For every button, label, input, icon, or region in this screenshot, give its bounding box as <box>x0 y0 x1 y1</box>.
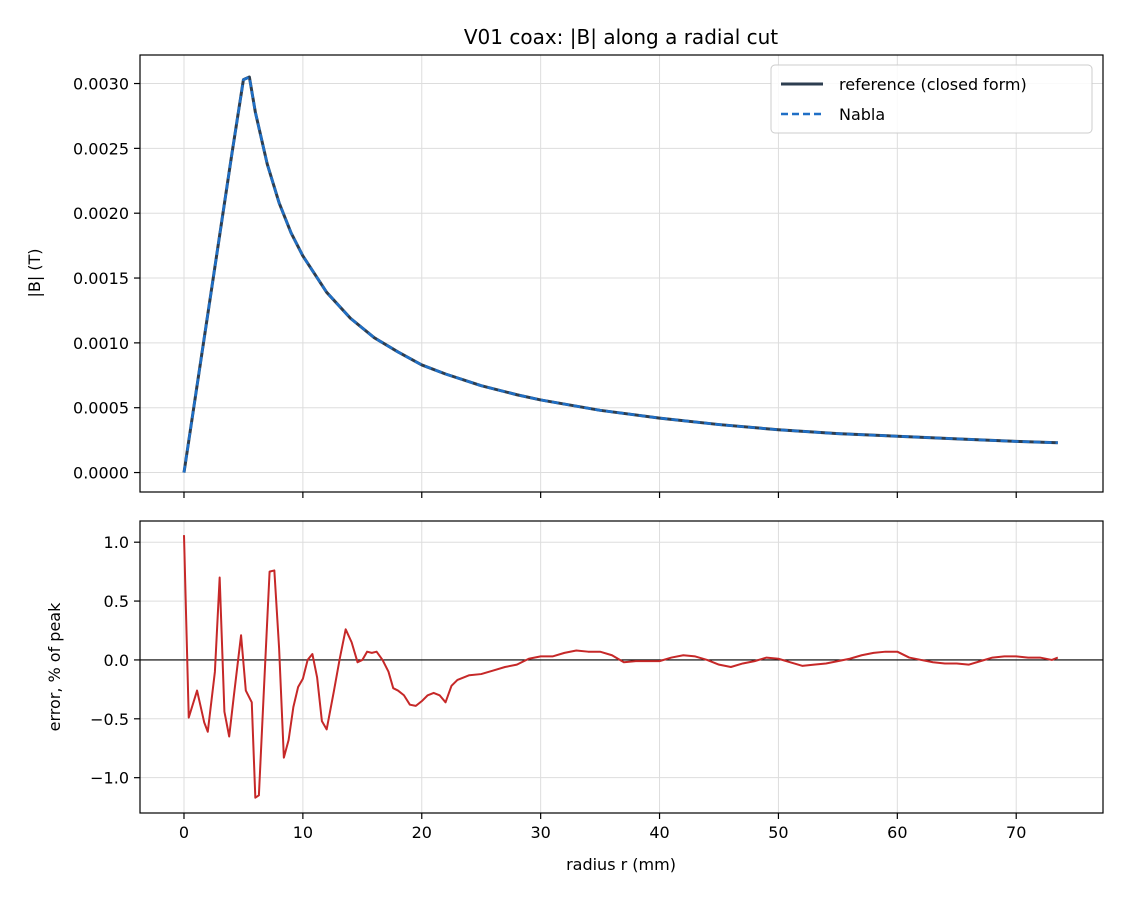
top-y-tick-label: 0.0005 <box>73 399 129 418</box>
bot-y-tick-label: 0.5 <box>104 592 129 611</box>
x-axis-label: radius r (mm) <box>566 855 676 874</box>
top-series <box>182 75 1058 473</box>
x-tick-label: 30 <box>530 823 550 842</box>
x-tick-label: 40 <box>649 823 669 842</box>
x-tick-label: 70 <box>1006 823 1026 842</box>
legend: reference (closed form) Nabla <box>770 64 1093 134</box>
reference-series-line <box>182 75 1058 473</box>
legend-box <box>770 64 1093 134</box>
top-y-tick-label: 0.0025 <box>73 139 129 158</box>
bottom-panel: −1.0 −0.5 0.0 0.5 1.0 0 10 20 30 40 50 60 70 radius… <box>45 520 1104 874</box>
top-panel: 0.0000 0.0005 0.0010 0.0015 0.0020 0.0025 0.00… <box>25 25 1104 498</box>
top-x-ticks <box>183 492 1017 498</box>
x-tick-label: 60 <box>887 823 907 842</box>
bot-y-tick-label: −0.5 <box>90 710 129 729</box>
bottom-x-ticks: 0 10 20 30 40 50 60 70 <box>179 813 1026 842</box>
x-tick-label: 20 <box>412 823 432 842</box>
bottom-plot-frame <box>139 520 1104 814</box>
chart-title: V01 coax: |B| along a radial cut <box>464 25 778 49</box>
x-tick-label: 10 <box>293 823 313 842</box>
top-y-tick-label: 0.0015 <box>73 269 129 288</box>
bot-y-tick-label: −1.0 <box>90 769 129 788</box>
bottom-series <box>182 535 1059 799</box>
bottom-y-axis-label: error, % of peak <box>45 602 64 732</box>
top-y-tick-label: 0.0010 <box>73 334 129 353</box>
legend-label-reference: reference (closed form) <box>839 75 1027 94</box>
bottom-grid <box>140 521 1103 813</box>
bottom-y-ticks: −1.0 −0.5 0.0 0.5 1.0 <box>90 533 140 788</box>
top-y-ticks: 0.0000 0.0005 0.0010 0.0015 0.0020 0.0025 0.00… <box>73 75 140 483</box>
bot-y-tick-label: 1.0 <box>104 533 129 552</box>
x-tick-label: 50 <box>768 823 788 842</box>
top-y-tick-label: 0.0000 <box>73 464 129 483</box>
bot-y-tick-label: 0.0 <box>104 651 129 670</box>
top-y-axis-label: |B| (T) <box>25 248 44 297</box>
error-series-line <box>182 535 1059 799</box>
top-y-tick-label: 0.0030 <box>73 75 129 94</box>
top-plot-frame <box>139 54 1104 493</box>
top-y-tick-label: 0.0020 <box>73 204 129 223</box>
legend-label-nabla: Nabla <box>839 105 885 124</box>
x-tick-label: 0 <box>179 823 189 842</box>
